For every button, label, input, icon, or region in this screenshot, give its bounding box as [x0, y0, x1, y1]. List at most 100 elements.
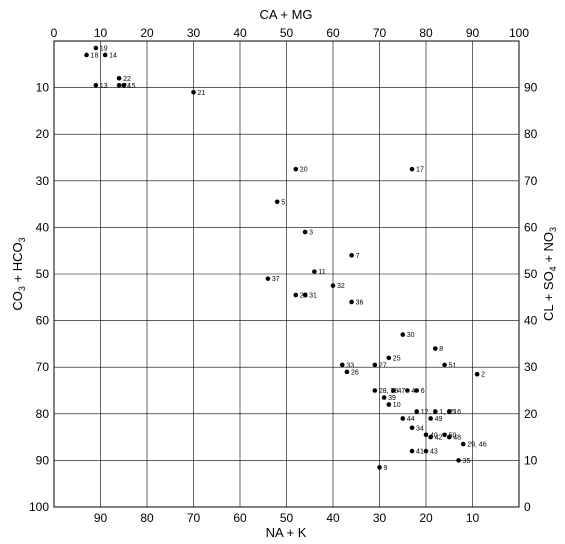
data-point — [330, 283, 336, 288]
data-point — [116, 75, 122, 81]
data-point-label: 10 — [393, 402, 401, 409]
data-point — [414, 388, 420, 393]
left-tick-label: 10 — [36, 81, 50, 95]
data-point — [423, 448, 429, 454]
data-point-label: 14 — [109, 52, 117, 59]
data-point-label: 51 — [449, 362, 457, 369]
data-point — [433, 409, 438, 414]
top-tick-label: 20 — [140, 26, 154, 40]
top-tick-label: 0 — [51, 26, 58, 40]
data-point — [456, 458, 461, 463]
data-point — [340, 362, 345, 368]
data-point — [293, 166, 299, 172]
data-point-label: 21 — [198, 90, 206, 97]
data-point — [84, 52, 89, 58]
data-point-label: 26 — [351, 369, 359, 376]
data-point — [349, 299, 354, 305]
data-point-label: 16 — [453, 409, 461, 416]
data-point — [102, 52, 108, 58]
data-point-label: 7 — [356, 253, 360, 260]
data-point-label: 5 — [281, 199, 285, 206]
bottom-tick-label: 30 — [373, 511, 387, 525]
data-point-label: 24 — [123, 83, 131, 90]
data-point-label: 49 — [435, 416, 443, 423]
data-point — [293, 292, 299, 298]
data-point — [460, 441, 466, 447]
right-tick-label: 10 — [524, 453, 538, 467]
left-tick-label: 50 — [36, 267, 50, 281]
grid — [54, 41, 519, 507]
data-point-label: 8 — [439, 346, 443, 353]
data-point — [428, 434, 433, 440]
top-tick-label: 80 — [419, 26, 433, 40]
data-point — [274, 199, 280, 205]
data-point — [372, 362, 378, 368]
data-point — [344, 369, 350, 375]
left-tick-label: 70 — [36, 360, 50, 374]
data-point-label: 9 — [384, 465, 388, 472]
right-tick-label: 30 — [524, 360, 538, 374]
data-point — [414, 409, 420, 414]
data-point — [372, 388, 378, 393]
data-point — [409, 425, 415, 431]
data-point-label: 44 — [407, 416, 415, 423]
data-point — [381, 395, 387, 400]
data-point-label: 34 — [416, 425, 424, 432]
data-point-label: 11 — [318, 269, 325, 276]
right-tick-label: 90 — [524, 81, 538, 95]
left-axis-title: CO3 + HCO3 — [10, 237, 27, 310]
left-tick-label: 20 — [36, 127, 50, 141]
data-point-label: 43 — [430, 449, 438, 456]
top-tick-label: 100 — [509, 26, 529, 40]
left-tick-label: 60 — [36, 314, 50, 328]
right-tick-label: 60 — [524, 220, 538, 234]
data-point — [442, 362, 447, 368]
top-tick-label: 70 — [373, 26, 387, 40]
data-point — [386, 355, 392, 361]
data-point-label: 37 — [272, 276, 280, 283]
top-tick-label: 50 — [280, 26, 294, 40]
data-point — [265, 276, 271, 281]
data-point — [349, 253, 354, 258]
bottom-tick-label: 50 — [280, 511, 294, 525]
bottom-tick-label: 70 — [187, 511, 201, 525]
bottom-axis-title: NA + K — [266, 525, 307, 540]
top-tick-label: 10 — [94, 26, 108, 40]
bottom-tick-label: 10 — [466, 511, 480, 525]
top-tick-label: 40 — [233, 26, 247, 40]
data-point — [405, 388, 410, 393]
data-point-label: 32 — [337, 283, 345, 290]
data-point — [191, 89, 196, 95]
left-tick-label: 90 — [36, 453, 50, 467]
data-points: 1918142213241521201753711373223313630827… — [84, 45, 487, 472]
data-point-label: 25 — [393, 355, 401, 362]
data-point — [386, 402, 392, 407]
data-point-label: 40 — [430, 432, 438, 439]
data-point-label: 28, 38 — [379, 388, 399, 395]
data-point — [116, 82, 122, 88]
data-point — [93, 82, 99, 88]
right-tick-label: 0 — [524, 500, 531, 514]
right-tick-label: 50 — [524, 267, 538, 281]
data-point-label: 12 — [421, 409, 429, 416]
left-tick-label: 100 — [29, 500, 49, 514]
data-point-label: 13 — [100, 83, 108, 90]
data-point-label: 17 — [416, 167, 424, 174]
bottom-tick-label: 40 — [326, 511, 340, 525]
right-axis-title: CL + SO4 + NO3 — [541, 227, 558, 321]
data-point-label: 31 — [309, 292, 317, 299]
data-point — [433, 346, 438, 351]
top-tick-label: 90 — [466, 26, 480, 40]
data-point-label: 42 — [435, 435, 443, 442]
right-tick-label: 70 — [524, 174, 538, 188]
data-point-label: 20 — [300, 167, 308, 174]
data-point — [428, 416, 433, 421]
data-point — [446, 409, 452, 414]
right-tick-label: 80 — [524, 127, 538, 141]
data-point — [121, 82, 127, 88]
data-point-label: 18 — [91, 52, 99, 59]
data-point-label: 29, 46 — [467, 442, 487, 449]
data-point — [312, 269, 317, 274]
